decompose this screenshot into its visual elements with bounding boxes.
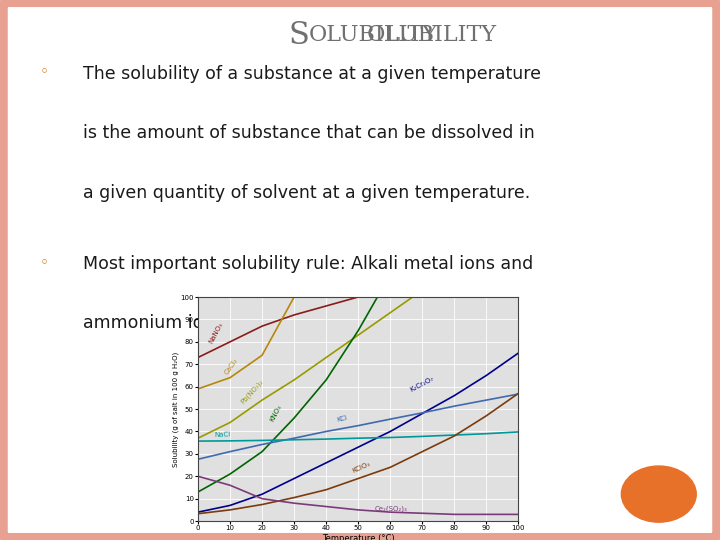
Text: Ce₂(SO₂)₃: Ce₂(SO₂)₃ (374, 505, 407, 512)
Text: Most important solubility rule: Alkali metal ions and: Most important solubility rule: Alkali m… (83, 255, 533, 273)
Text: KCl: KCl (336, 414, 348, 422)
Text: OLUBILITY: OLUBILITY (360, 24, 496, 46)
Text: CaCl₂: CaCl₂ (224, 357, 239, 375)
Text: ◦: ◦ (40, 65, 49, 80)
Y-axis label: Solubility (g of salt in 100 g H₂O): Solubility (g of salt in 100 g H₂O) (173, 352, 179, 467)
Text: OLUBILITY: OLUBILITY (309, 24, 438, 46)
Text: a given quantity of solvent at a given temperature.: a given quantity of solvent at a given t… (83, 184, 530, 201)
X-axis label: Temperature (°C): Temperature (°C) (322, 534, 395, 540)
Text: The solubility of a substance at a given temperature: The solubility of a substance at a given… (83, 65, 541, 83)
Text: is the amount of substance that can be dissolved in: is the amount of substance that can be d… (83, 124, 534, 142)
Text: NaCl: NaCl (214, 431, 230, 438)
Text: KClO₃: KClO₃ (352, 461, 372, 474)
Text: ◦: ◦ (40, 255, 49, 270)
Text: S: S (289, 19, 310, 51)
Text: NaNO₃: NaNO₃ (207, 321, 224, 344)
Circle shape (621, 466, 696, 522)
Text: KNO₃: KNO₃ (269, 404, 282, 422)
Text: Pb(NO₃)₂: Pb(NO₃)₂ (240, 378, 265, 404)
Text: ammonium ions are soluble in water.: ammonium ions are soluble in water. (83, 314, 406, 332)
Text: K₂Cr₂O₇: K₂Cr₂O₇ (410, 376, 435, 393)
